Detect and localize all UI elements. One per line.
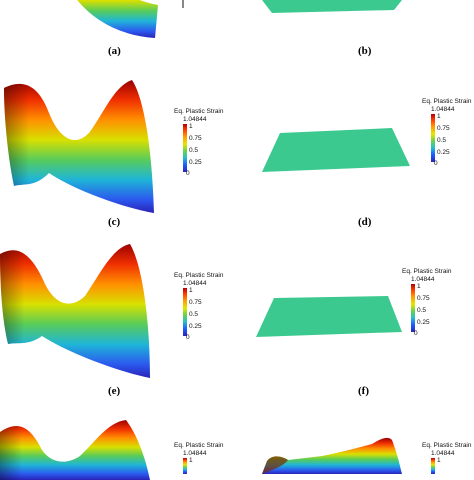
- deformed-sheet-a: [77, 0, 158, 38]
- colorbar-title: Eq. Plastic Strain: [174, 272, 224, 279]
- colorbar-tick-025: 0.25: [189, 323, 202, 330]
- colorbar-tick-1: 1: [417, 283, 421, 290]
- caption-f: (f): [358, 385, 369, 397]
- deformed-sheet-h: [262, 437, 402, 474]
- colorbar-tick-075: 0.75: [437, 125, 450, 132]
- colorbar-tick-0: 0: [434, 160, 438, 167]
- colorbar-max: 1.04844: [431, 450, 455, 457]
- colorbar-tick-1: 1: [437, 457, 441, 464]
- colorbar-gradient: [183, 288, 187, 336]
- colorbar-tick-025: 0.25: [437, 149, 450, 156]
- colorbar-e: Eq. Plastic Strain 1.04844 1 0.75 0.5 0.…: [170, 272, 240, 347]
- colorbar-title: Eq. Plastic Strain: [174, 442, 224, 449]
- colorbar-tick-05: 0.5: [437, 137, 447, 144]
- colorbar-tick-05: 0.5: [189, 311, 199, 318]
- colorbar-g: Eq. Plastic Strain 1.04844 1: [170, 442, 240, 474]
- colorbar-tick-0: 0: [414, 330, 418, 337]
- colorbar-tick-1: 1: [189, 287, 193, 294]
- colorbar-tick-025: 0.25: [189, 159, 202, 166]
- colorbar-title: Eq. Plastic Strain: [402, 268, 452, 275]
- colorbar-tick-075: 0.75: [189, 135, 202, 142]
- colorbar-tick-075: 0.75: [189, 299, 202, 306]
- colorbar-max: 1.04844: [183, 280, 207, 287]
- colorbar-tick-1: 1: [189, 457, 193, 464]
- flat-plate-d: [262, 128, 410, 172]
- colorbar-tick-0: 0: [186, 170, 190, 177]
- colorbar-max: 1.04844: [411, 276, 435, 283]
- colorbar-d: Eq. Plastic Strain 1.04844 1 0.75 0.5 0.…: [418, 98, 474, 173]
- colorbar-gradient: [431, 458, 435, 474]
- colorbar-f: Eq. Plastic Strain 1.04844 1 0.75 0.5 0.…: [398, 268, 474, 343]
- colorbar-gradient: [411, 284, 415, 332]
- colorbar-tick-1: 1: [189, 123, 193, 130]
- colorbar-max: 1.04844: [183, 450, 207, 457]
- colorbar-tick-025: 0.25: [417, 319, 430, 326]
- deformed-sheet-g: [0, 420, 150, 480]
- deformed-sheet-c: [4, 80, 154, 213]
- colorbar-title: Eq. Plastic Strain: [422, 442, 472, 449]
- caption-a: (a): [108, 45, 121, 57]
- colorbar-tick-1: 1: [437, 113, 441, 120]
- colorbar-gradient: [183, 124, 187, 172]
- caption-b: (b): [358, 45, 372, 57]
- colorbar-a-partial: [182, 0, 184, 8]
- colorbar-max: 1.04844: [183, 116, 207, 123]
- flat-plate-f: [256, 296, 402, 337]
- caption-d: (d): [358, 216, 372, 228]
- flat-plate-b: [262, 0, 402, 13]
- colorbar-title: Eq. Plastic Strain: [174, 108, 224, 115]
- colorbar-tick-05: 0.5: [189, 147, 199, 154]
- caption-e: (e): [108, 385, 121, 397]
- caption-c: (c): [108, 216, 121, 228]
- colorbar-tick-05: 0.5: [417, 307, 427, 314]
- colorbar-gradient: [183, 458, 187, 474]
- colorbar-c: Eq. Plastic Strain 1.04844 1 0.75 0.5 0.…: [170, 108, 240, 178]
- deformed-sheet-e: [0, 244, 150, 378]
- colorbar-gradient: [431, 114, 435, 162]
- colorbar-tick-0: 0: [186, 334, 190, 341]
- colorbar-max: 1.04844: [431, 106, 455, 113]
- colorbar-title: Eq. Plastic Strain: [422, 98, 472, 105]
- colorbar-h: Eq. Plastic Strain 1.04844 1: [418, 442, 474, 474]
- colorbar-tick-075: 0.75: [417, 295, 430, 302]
